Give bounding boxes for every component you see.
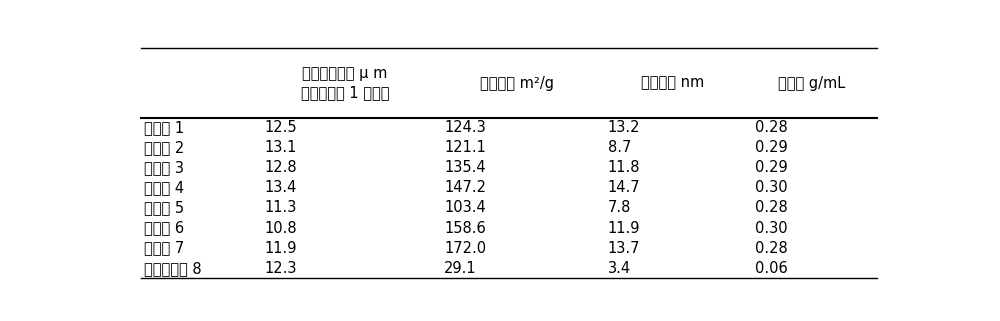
Text: 0.28: 0.28 xyxy=(755,120,788,135)
Text: 0.06: 0.06 xyxy=(755,261,788,276)
Text: 13.2: 13.2 xyxy=(608,120,640,135)
Text: 11.9: 11.9 xyxy=(264,241,297,256)
Text: 实施例 3: 实施例 3 xyxy=(144,160,184,175)
Text: 12.5: 12.5 xyxy=(264,120,297,135)
Text: 147.2: 147.2 xyxy=(444,180,486,195)
Text: 12.8: 12.8 xyxy=(264,160,297,175)
Text: 实施例 7: 实施例 7 xyxy=(144,241,184,256)
Text: 13.7: 13.7 xyxy=(608,241,640,256)
Text: 29.1: 29.1 xyxy=(444,261,477,276)
Text: 11.8: 11.8 xyxy=(608,160,640,175)
Text: 7.8: 7.8 xyxy=(608,201,631,215)
Text: 堆密度 g/mL: 堆密度 g/mL xyxy=(778,75,845,91)
Text: 0.28: 0.28 xyxy=(755,201,788,215)
Text: 对比实施例 8: 对比实施例 8 xyxy=(144,261,201,276)
Text: 实施例 5: 实施例 5 xyxy=(144,201,184,215)
Text: 13.1: 13.1 xyxy=(264,140,297,155)
Text: 124.3: 124.3 xyxy=(444,120,486,135)
Text: 158.6: 158.6 xyxy=(444,221,486,236)
Text: 颗粒平均粒径 μ m
（超声分散 1 小时）: 颗粒平均粒径 μ m （超声分散 1 小时） xyxy=(301,65,389,100)
Text: 比表面积 m²/g: 比表面积 m²/g xyxy=(480,75,554,91)
Text: 8.7: 8.7 xyxy=(608,140,631,155)
Text: 12.3: 12.3 xyxy=(264,261,297,276)
Text: 0.30: 0.30 xyxy=(755,221,788,236)
Text: 0.29: 0.29 xyxy=(755,160,788,175)
Text: 平均粒径 nm: 平均粒径 nm xyxy=(641,75,704,91)
Text: 3.4: 3.4 xyxy=(608,261,631,276)
Text: 13.4: 13.4 xyxy=(264,180,297,195)
Text: 135.4: 135.4 xyxy=(444,160,486,175)
Text: 121.1: 121.1 xyxy=(444,140,486,155)
Text: 11.9: 11.9 xyxy=(608,221,640,236)
Text: 实施例 4: 实施例 4 xyxy=(144,180,184,195)
Text: 实施例 6: 实施例 6 xyxy=(144,221,184,236)
Text: 14.7: 14.7 xyxy=(608,180,641,195)
Text: 11.3: 11.3 xyxy=(264,201,297,215)
Text: 10.8: 10.8 xyxy=(264,221,297,236)
Text: 0.30: 0.30 xyxy=(755,180,788,195)
Text: 实施例 1: 实施例 1 xyxy=(144,120,184,135)
Text: 0.28: 0.28 xyxy=(755,241,788,256)
Text: 172.0: 172.0 xyxy=(444,241,486,256)
Text: 103.4: 103.4 xyxy=(444,201,486,215)
Text: 实施例 2: 实施例 2 xyxy=(144,140,184,155)
Text: 0.29: 0.29 xyxy=(755,140,788,155)
